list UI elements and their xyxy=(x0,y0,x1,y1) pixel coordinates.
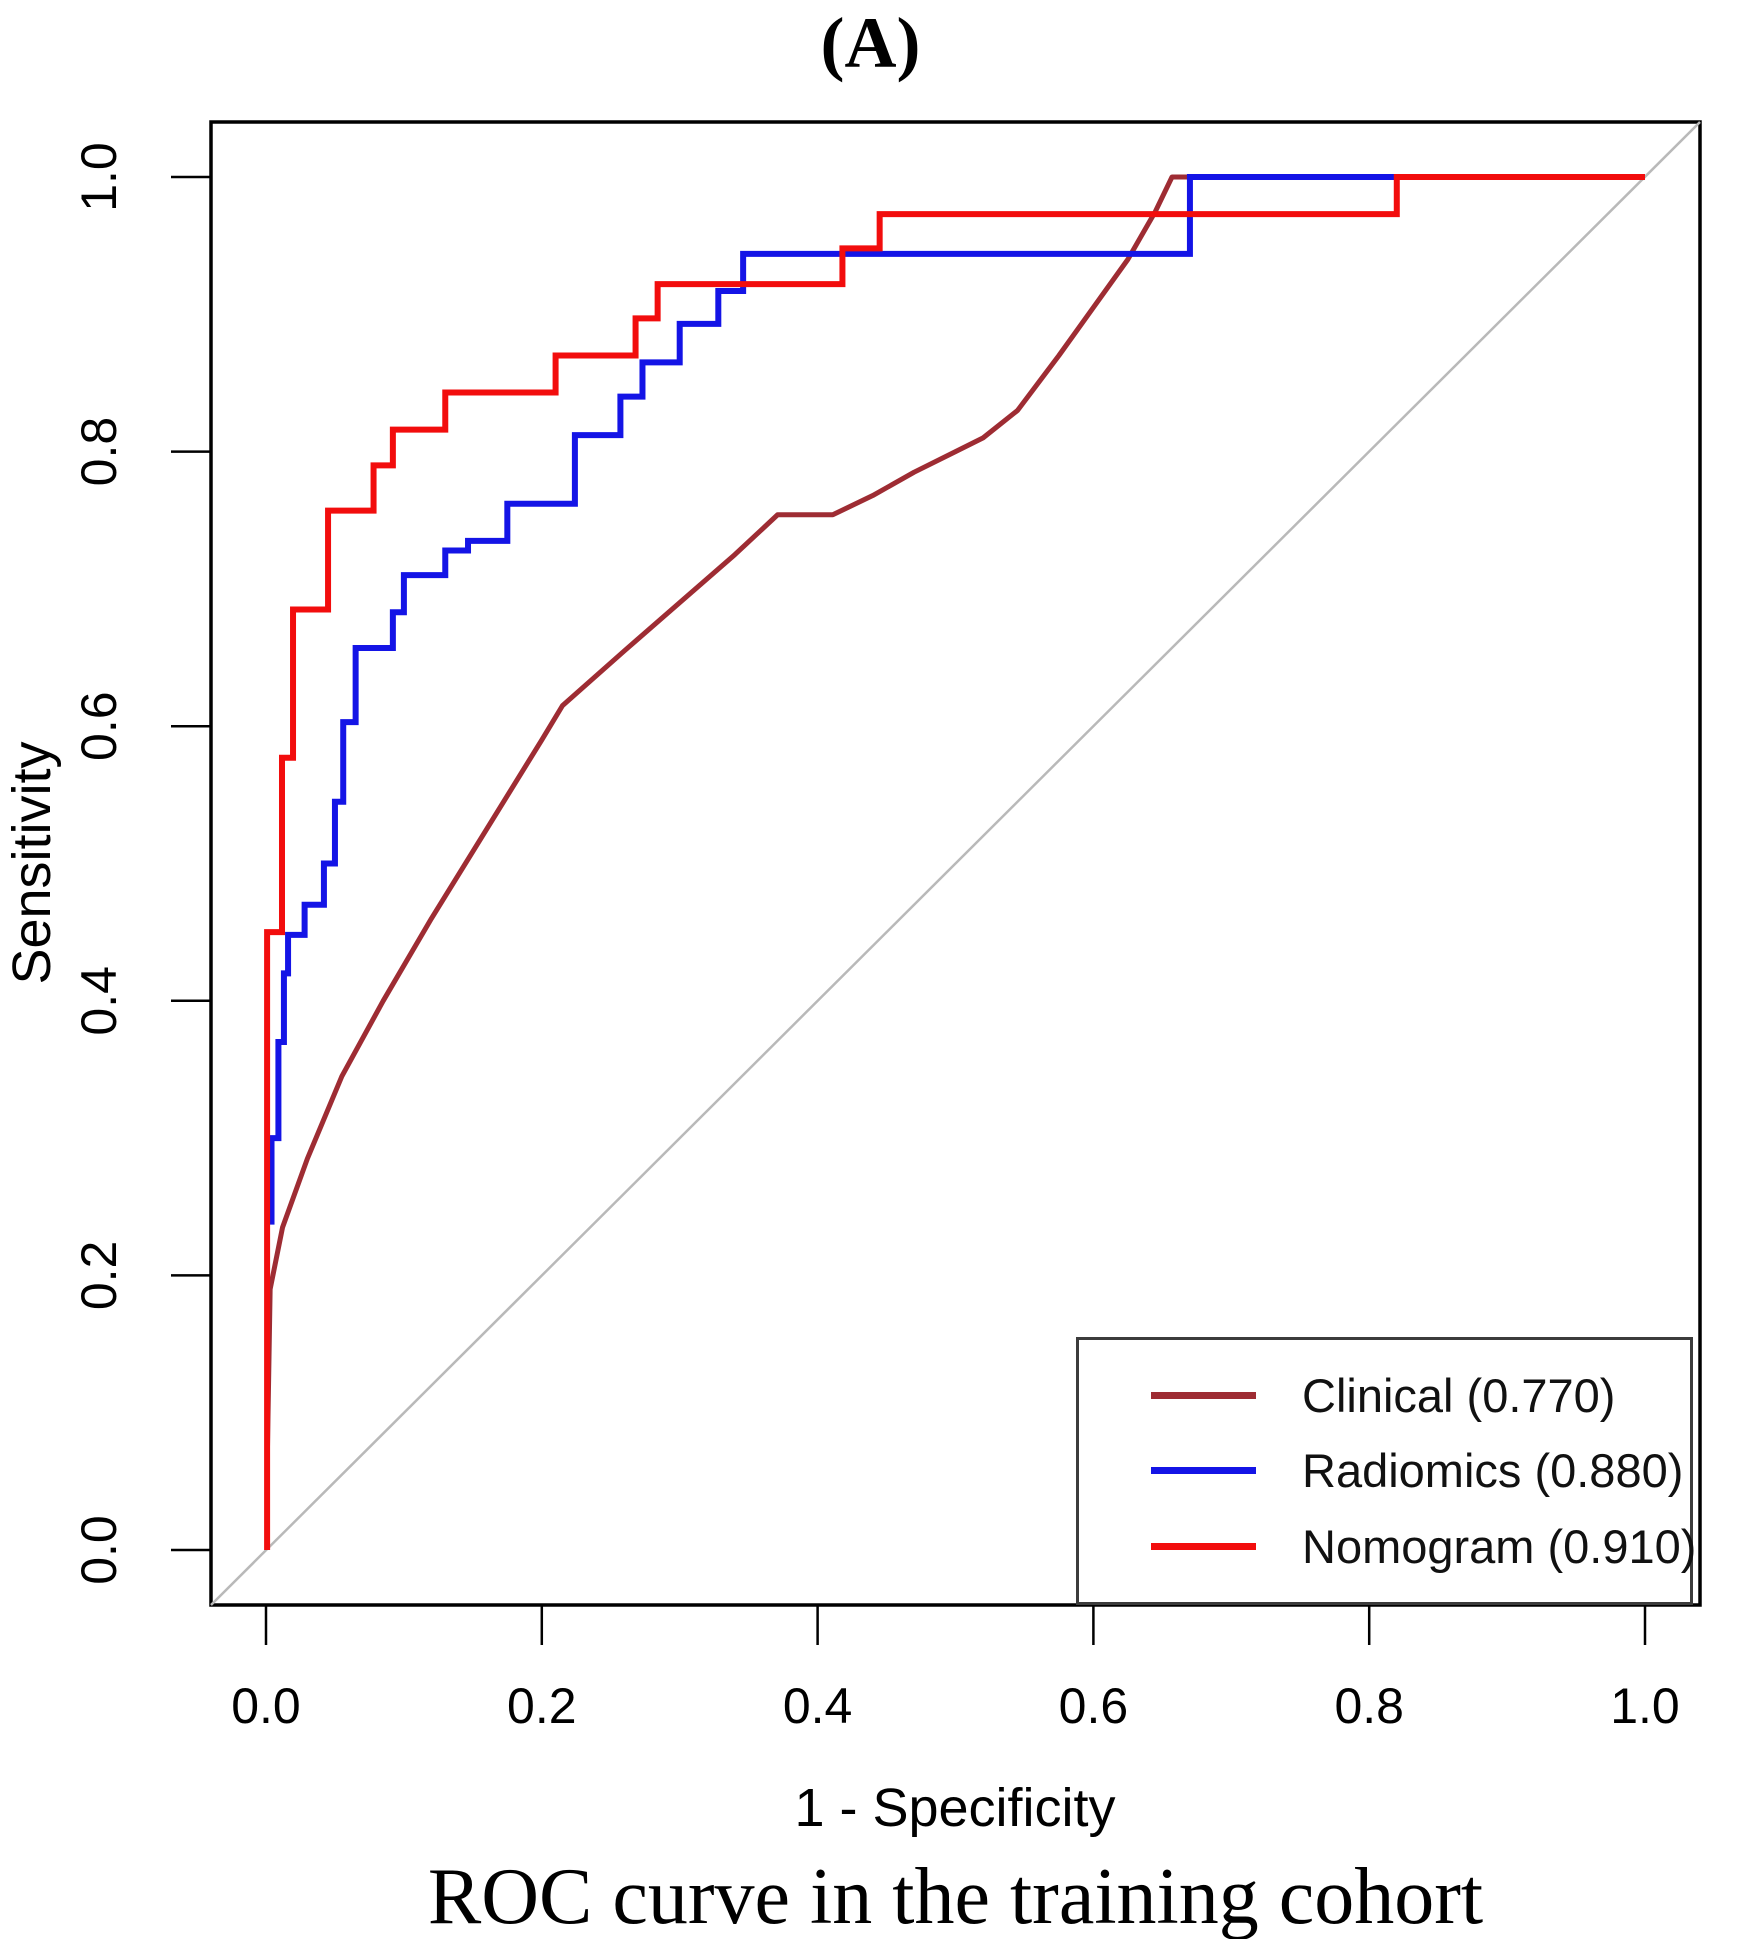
x-tick-label: 0.2 xyxy=(507,1678,577,1734)
y-axis-ticks xyxy=(171,175,211,1552)
diagonal-reference-line xyxy=(210,121,1701,1606)
x-tick-label: 0.4 xyxy=(783,1678,853,1734)
radiomics-legend-swatch xyxy=(1151,1467,1256,1475)
x-axis-title: 1 - Specificity xyxy=(794,1778,1116,1838)
y-tick-label: 1.0 xyxy=(71,142,127,212)
radiomics-curve xyxy=(268,174,1645,1225)
y-axis-title: Sensitivity xyxy=(2,741,62,985)
x-tick-label: 0.8 xyxy=(1334,1678,1404,1734)
plot-border xyxy=(209,120,1702,1607)
y-tick-label: 0.6 xyxy=(71,691,127,761)
figure-caption: ROC curve in the training cohort xyxy=(427,1853,1484,1939)
legend-box: Clinical (0.770) Radiomics (0.880) Nomog… xyxy=(1076,1337,1696,1605)
legend-row-nomogram: Nomogram (0.910) xyxy=(1151,1519,1696,1574)
x-tick-label: 1.0 xyxy=(1610,1678,1680,1734)
nomogram-curve xyxy=(264,174,1645,1550)
x-axis-ticks xyxy=(264,1605,1647,1645)
clinical-legend-swatch xyxy=(1151,1392,1256,1400)
radiomics-legend-label: Radiomics (0.880) xyxy=(1302,1444,1684,1498)
y-axis-tick-labels: 0.0 0.2 0.4 0.6 0.8 1.0 xyxy=(71,142,127,1585)
y-tick-label: 0.8 xyxy=(71,417,127,487)
x-tick-label: 0.0 xyxy=(231,1678,301,1734)
legend-row-clinical: Clinical (0.770) xyxy=(1151,1368,1690,1423)
figure-panel-title: (A) xyxy=(820,3,921,83)
y-tick-label: 0.2 xyxy=(71,1241,127,1311)
clinical-legend-label: Clinical (0.770) xyxy=(1302,1369,1616,1423)
y-tick-label: 0.4 xyxy=(71,966,127,1036)
y-tick-label: 0.0 xyxy=(71,1515,127,1585)
x-axis-tick-labels: 0.0 0.2 0.4 0.6 0.8 1.0 xyxy=(231,1678,1680,1734)
nomogram-legend-label: Nomogram (0.910) xyxy=(1302,1519,1697,1573)
x-tick-label: 0.6 xyxy=(1059,1678,1129,1734)
clinical-curve xyxy=(264,174,1645,1454)
nomogram-legend-swatch xyxy=(1151,1542,1256,1550)
legend-row-radiomics: Radiomics (0.880) xyxy=(1151,1443,1690,1498)
